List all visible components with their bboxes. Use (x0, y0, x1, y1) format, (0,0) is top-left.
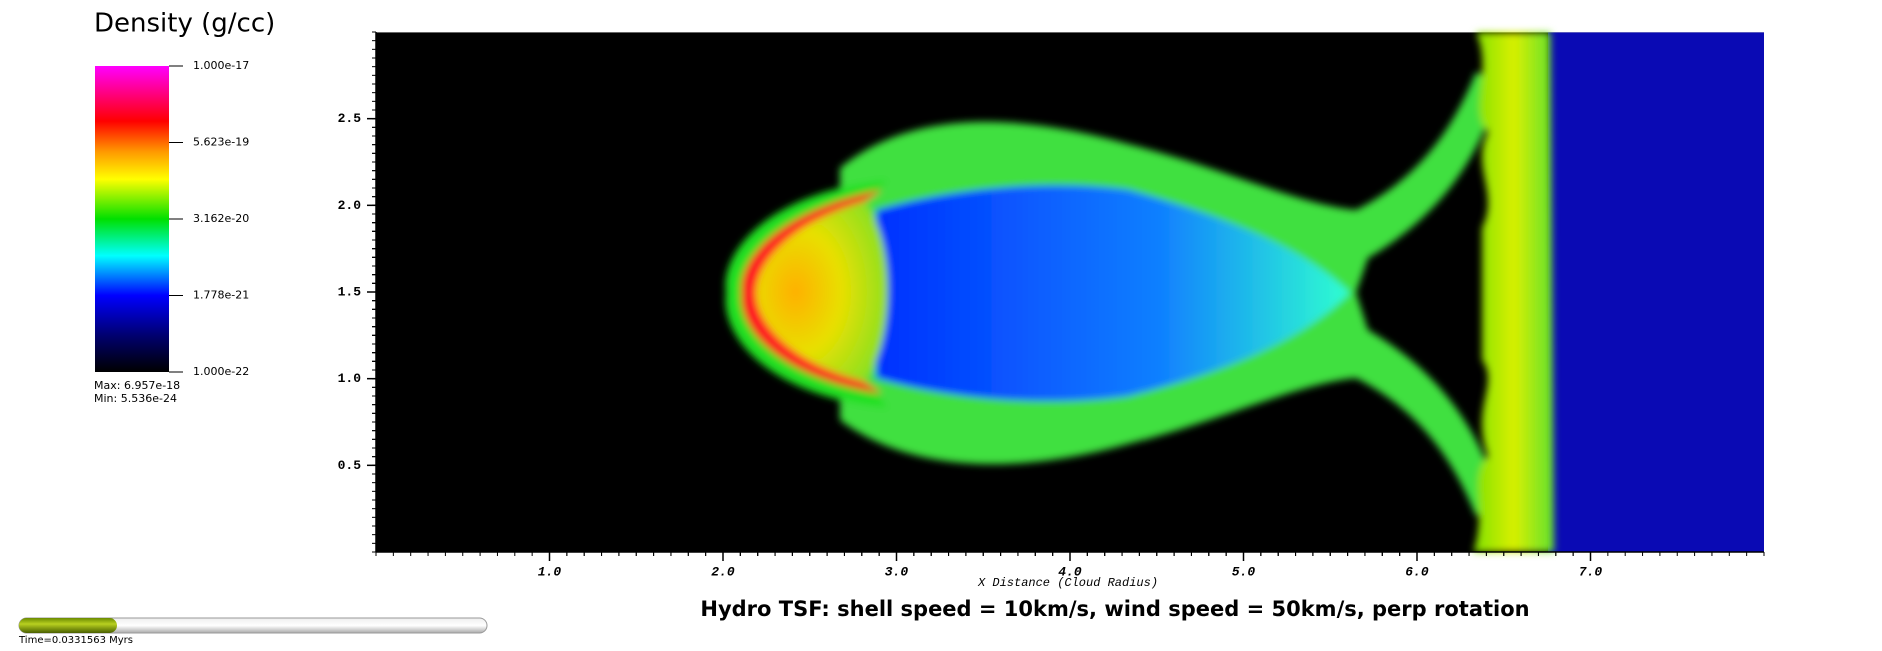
x-tick-label: 4.0 (1058, 564, 1082, 579)
x-tick-label: 1.0 (538, 564, 562, 579)
y-tick-label: 0.5 (338, 458, 362, 473)
max-label: Max: 6.957e-18 (94, 379, 180, 392)
x-tick-label: 3.0 (885, 564, 909, 579)
y-tick-label: 1.0 (338, 371, 362, 386)
min-label: Min: 5.536e-24 (94, 392, 177, 405)
x-axis-label: X Distance (Cloud Radius) (977, 576, 1158, 590)
colorbar-title: Density (g/cc) (94, 9, 275, 39)
y-tick-label: 2.5 (338, 111, 362, 126)
x-tick-label: 5.0 (1232, 564, 1256, 579)
density-field (375, 32, 1765, 552)
colorbar-tick-label: 1.000e-17 (193, 59, 249, 72)
time-label: Time=0.0331563 Myrs (18, 635, 133, 646)
colorbar-tick-label: 3.162e-20 (193, 212, 249, 225)
x-tick-label: 7.0 (1579, 564, 1603, 579)
colorbar-tick-label: 1.778e-21 (193, 289, 249, 302)
chart-title: Hydro TSF: shell speed = 10km/s, wind sp… (700, 597, 1529, 621)
x-tick-label: 6.0 (1405, 564, 1429, 579)
time-slider-fill (19, 618, 117, 633)
y-tick-label: 2.0 (338, 198, 362, 213)
colorbar-tick-label: 5.623e-19 (193, 136, 249, 149)
y-tick-label: 1.5 (338, 284, 362, 299)
colorbar (95, 66, 169, 372)
colorbar-tick-label: 1.000e-22 (193, 365, 249, 378)
x-tick-label: 2.0 (711, 564, 735, 579)
